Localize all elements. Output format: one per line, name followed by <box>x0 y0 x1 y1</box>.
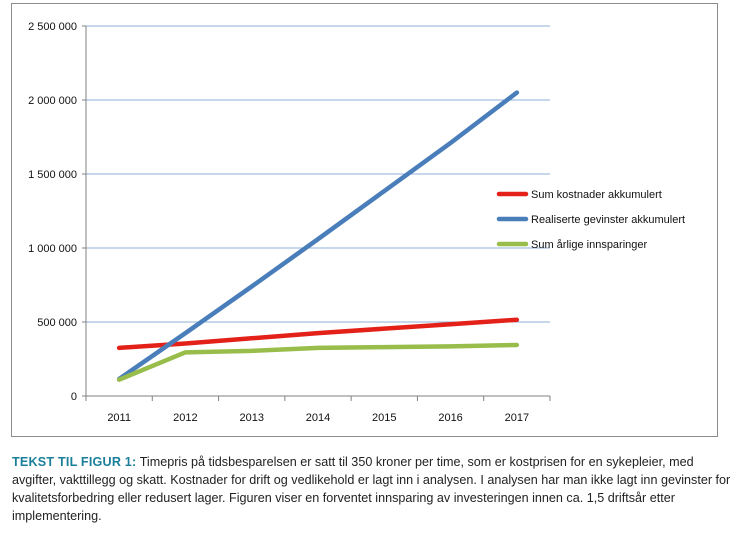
caption-title: TEKST TIL FIGUR 1: <box>12 455 137 469</box>
chart-frame: 0 500 000 1 000 000 1 500 000 2 000 000 2 500… <box>11 3 718 437</box>
y-tick-label: 1 000 000 <box>28 243 77 255</box>
y-tick-label: 1 500 000 <box>28 169 77 181</box>
caption-text: Timepris på tidsbesparelsen er satt til … <box>12 455 731 523</box>
figure-caption: TEKST TIL FIGUR 1: Timepris på tidsbespa… <box>12 453 732 525</box>
legend-label-2: Realiserte gevinster akkumulert <box>531 214 685 226</box>
y-tick-label: 500 000 <box>37 317 77 329</box>
y-tick-label: 2 500 000 <box>28 21 77 33</box>
x-tick-label: 2011 <box>107 412 131 424</box>
y-tick-label: 2 000 000 <box>28 95 77 107</box>
x-tick-label: 2012 <box>173 412 197 424</box>
series-line-1 <box>116 317 520 351</box>
x-tick-label: 2014 <box>306 412 330 424</box>
line-chart: 0 500 000 1 000 000 1 500 000 2 000 000 2 500… <box>28 21 685 424</box>
x-tick-label: 2016 <box>438 412 462 424</box>
x-tick-label: 2013 <box>239 412 263 424</box>
legend-label-3: Sum årlige innsparinger <box>531 239 648 251</box>
legend-label-1: Sum kostnader akkumulert <box>531 189 662 201</box>
series-line-2 <box>116 90 520 382</box>
y-tick-label: 0 <box>71 391 77 403</box>
series-line-3 <box>116 342 520 382</box>
x-tick-label: 2015 <box>372 412 396 424</box>
x-tick-label: 2017 <box>505 412 529 424</box>
